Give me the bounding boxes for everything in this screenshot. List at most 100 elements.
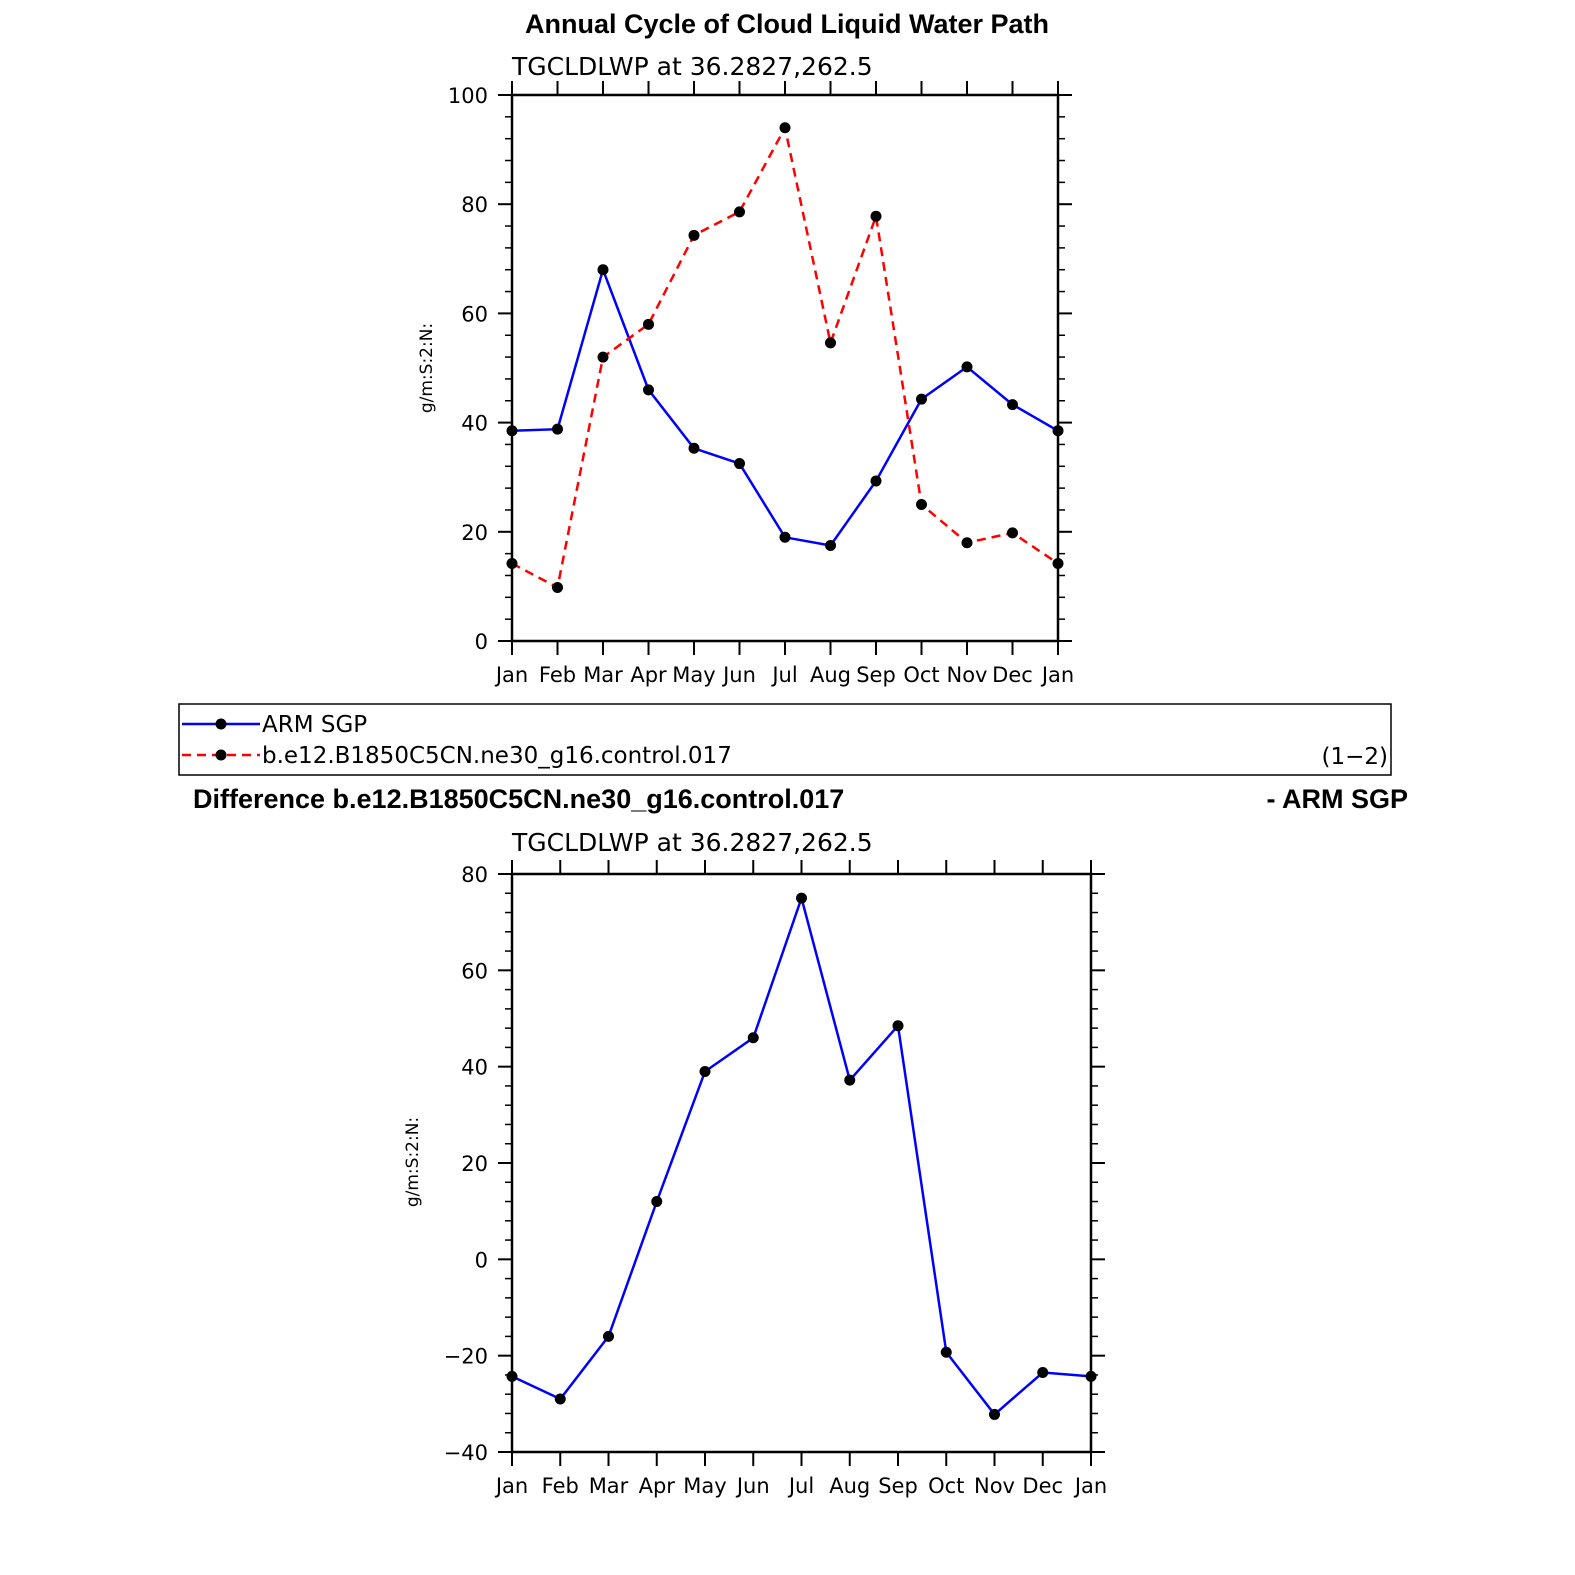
top-chart-series-0-point: [779, 531, 791, 543]
bottom-chart-title-right: - ARM SGP: [1267, 784, 1409, 814]
top-chart-series-1-point: [870, 210, 882, 222]
bottom-chart-ytick-label: −20: [444, 1345, 488, 1369]
top-chart-title: Annual Cycle of Cloud Liquid Water Path: [525, 9, 1049, 39]
bottom-chart-xtick-label: Oct: [928, 1474, 964, 1498]
bottom-chart-xtick-label: May: [683, 1474, 726, 1498]
top-chart-ytick-label: 100: [448, 84, 488, 108]
top-chart-ylabel: g/m:S:2:N:: [417, 323, 437, 413]
top-chart-xtick-label: Nov: [947, 663, 988, 687]
top-chart-series-1-point: [597, 351, 609, 363]
top-chart-ytick-label: 0: [475, 630, 488, 654]
top-chart-series-1-point: [825, 337, 836, 349]
top-chart-series-0-point: [506, 425, 518, 437]
legend-note: (1−2): [1322, 744, 1388, 770]
bottom-chart-series-0-point: [989, 1408, 1000, 1420]
top-chart-xtick-label: Oct: [903, 663, 939, 687]
top-chart-ytick-label: 40: [461, 412, 488, 436]
bottom-chart-xtick-label: Mar: [589, 1474, 629, 1498]
top-chart-xtick-label: Jul: [770, 663, 797, 687]
legend-label-1: b.e12.B1850C5CN.ne30_g16.control.017: [262, 743, 732, 769]
bottom-chart-series-0-point: [554, 1393, 566, 1405]
bottom-chart-xtick-label: Apr: [639, 1474, 676, 1498]
top-chart-series-1-point: [779, 122, 791, 134]
legend-label-0: ARM SGP: [262, 712, 367, 738]
bottom-chart-frame: [510, 872, 1093, 1454]
top-chart-ytick-label: 60: [461, 302, 488, 326]
top-chart-series-1-point: [688, 229, 700, 241]
bottom-chart-ytick-label: 40: [461, 1056, 488, 1080]
legend-box: [178, 703, 1392, 776]
bottom-chart-xtick-label: Feb: [542, 1474, 579, 1498]
bottom-chart-xtick-label: Jan: [494, 1474, 528, 1498]
top-chart-series-0-point: [552, 423, 563, 435]
top-chart-series-0-point: [688, 442, 700, 454]
bottom-chart-ytick-label: 20: [461, 1152, 488, 1176]
bottom-chart-series-0-point: [844, 1074, 856, 1086]
top-chart-series-1-point: [643, 318, 654, 330]
bottom-chart-xtick-label: Aug: [829, 1474, 870, 1498]
bottom-chart-series-0-point: [603, 1330, 614, 1342]
top-chart-xtick-label: Jan: [1040, 663, 1074, 687]
top-chart-series-1-point: [1007, 527, 1018, 539]
bottom-chart-series-0-point: [940, 1346, 952, 1358]
bottom-chart-xtick-label: Sep: [878, 1474, 918, 1498]
top-chart-series-1-point: [961, 537, 973, 549]
top-chart-series-0-point: [961, 361, 973, 373]
top-chart-series-1-point: [552, 581, 563, 593]
top-chart-series-line-1: [511, 124, 1059, 590]
top-chart-series-0-point: [1007, 399, 1018, 411]
legend-marker-1: [215, 749, 227, 761]
top-chart-series-0-point: [597, 264, 609, 276]
top-chart-series-0-point: [1052, 425, 1064, 437]
bottom-chart-xtick-label: Jul: [787, 1474, 814, 1498]
top-chart-series-0-point: [825, 539, 836, 551]
legend: ARM SGP b.e12.B1850C5CN.ne30_g16.control.…: [178, 703, 1392, 776]
bottom-chart-title-left: Difference b.e12.B1850C5CN.ne30_g16.cont…: [193, 784, 844, 814]
bottom-chart-series-0-point: [892, 1020, 904, 1032]
bottom-chart-ytick-label: 0: [475, 1248, 488, 1272]
top-chart-series-1-point: [734, 206, 745, 218]
top-chart-xtick-label: May: [672, 663, 715, 687]
bottom-chart-ytick-label: 80: [461, 863, 488, 887]
top-chart-xtick-label: Sep: [856, 663, 896, 687]
bottom-chart-series-line-0: [511, 893, 1092, 1417]
bottom-chart-series-0-point: [651, 1196, 663, 1208]
bottom-chart-xtick-label: Dec: [1022, 1474, 1063, 1498]
bottom-chart-series-0-point: [747, 1032, 759, 1044]
top-chart-xtick-label: Jan: [494, 663, 528, 687]
top-chart-ytick-label: 80: [461, 193, 488, 217]
bottom-chart-subtitle: TGCLDLWP at 36.2827,262.5: [511, 828, 873, 857]
bottom-chart-plot: −40 −20 0 20 40 60 80 Jan Feb Mar Apr May Jun Jul Aug S…: [444, 860, 1107, 1498]
top-chart-xtick-label: Aug: [810, 663, 851, 687]
bottom-chart-ytick-label: −40: [444, 1441, 488, 1465]
top-chart-series-line-0: [511, 265, 1059, 547]
top-chart-xtick-label: Apr: [630, 663, 667, 687]
top-chart-series-1-point: [1052, 557, 1064, 569]
top-chart-xtick-label: Dec: [992, 663, 1033, 687]
top-chart-series-0-point: [870, 475, 882, 487]
top-chart-series-1-point: [506, 557, 518, 569]
bottom-chart-series-0-point: [506, 1370, 518, 1382]
top-chart-xtick-label: Feb: [539, 663, 576, 687]
bottom-chart-ylabel: g/m:S:2:N:: [403, 1117, 423, 1207]
legend-marker-0: [215, 718, 227, 730]
top-chart-frame: [510, 93, 1060, 643]
bottom-chart-series-0-point: [1085, 1370, 1097, 1382]
top-chart-series-1-point: [916, 499, 927, 510]
bottom-chart-series-0-point: [699, 1065, 711, 1077]
top-chart-xtick-label: Jun: [721, 663, 756, 687]
top-chart-series-0-point: [734, 458, 745, 470]
top-chart-series-0-point: [916, 393, 927, 405]
top-chart-ytick-label: 20: [461, 521, 488, 545]
top-chart-subtitle: TGCLDLWP at 36.2827,262.5: [511, 52, 873, 81]
top-chart-xtick-label: Mar: [583, 663, 623, 687]
top-chart-plot: 0 20 40 60 80 100 Jan Feb Mar Apr May Jun Jul Aug Sep O…: [448, 81, 1074, 687]
bottom-chart-xtick-label: Jan: [1073, 1474, 1107, 1498]
bottom-chart-xtick-label: Nov: [974, 1474, 1015, 1498]
top-chart-series-0-point: [643, 384, 654, 396]
bottom-chart-series-0-point: [796, 892, 807, 904]
bottom-chart-xtick-label: Jun: [735, 1474, 770, 1498]
bottom-chart-series-0-point: [1037, 1367, 1049, 1379]
bottom-chart-ytick-label: 60: [461, 959, 488, 983]
